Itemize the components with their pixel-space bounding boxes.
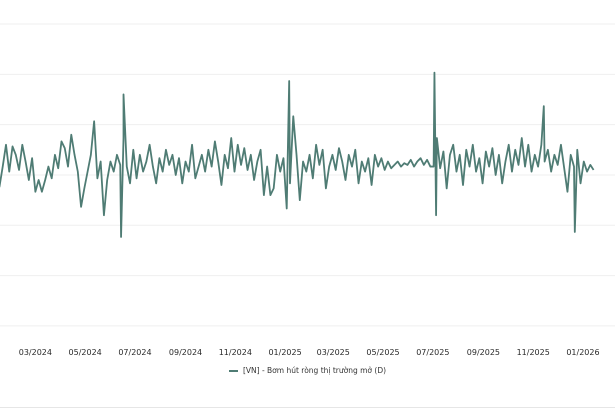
series-line-0 (0, 71, 595, 238)
series-layer (0, 71, 595, 238)
legend-label: [VN] - Bơm hút ròng thị trường mở (D) (242, 366, 387, 375)
gridlines (0, 23, 615, 327)
x-tick-label: 11/2024 (219, 348, 252, 357)
legend[interactable]: [VN] - Bơm hút ròng thị trường mở (D) (0, 366, 615, 375)
x-tick-label: 11/2025 (517, 348, 550, 357)
x-tick-label: 03/2024 (19, 348, 52, 357)
x-tick-label: 07/2025 (416, 348, 449, 357)
bottom-divider (0, 407, 615, 408)
x-axis-ticks: 03/2024 05/2024 07/2024 09/2024 11/2024 01/20… (19, 348, 600, 357)
x-tick-label: 09/2025 (467, 348, 500, 357)
x-tick-label: 07/2024 (118, 348, 151, 357)
legend-swatch (228, 369, 238, 372)
x-tick-label: 09/2024 (169, 348, 202, 357)
x-tick-label: 01/2025 (268, 348, 301, 357)
x-tick-label: 05/2025 (366, 348, 399, 357)
x-tick-label: 01/2026 (566, 348, 599, 357)
x-tick-label: 03/2025 (317, 348, 350, 357)
x-tick-label: 05/2024 (69, 348, 102, 357)
